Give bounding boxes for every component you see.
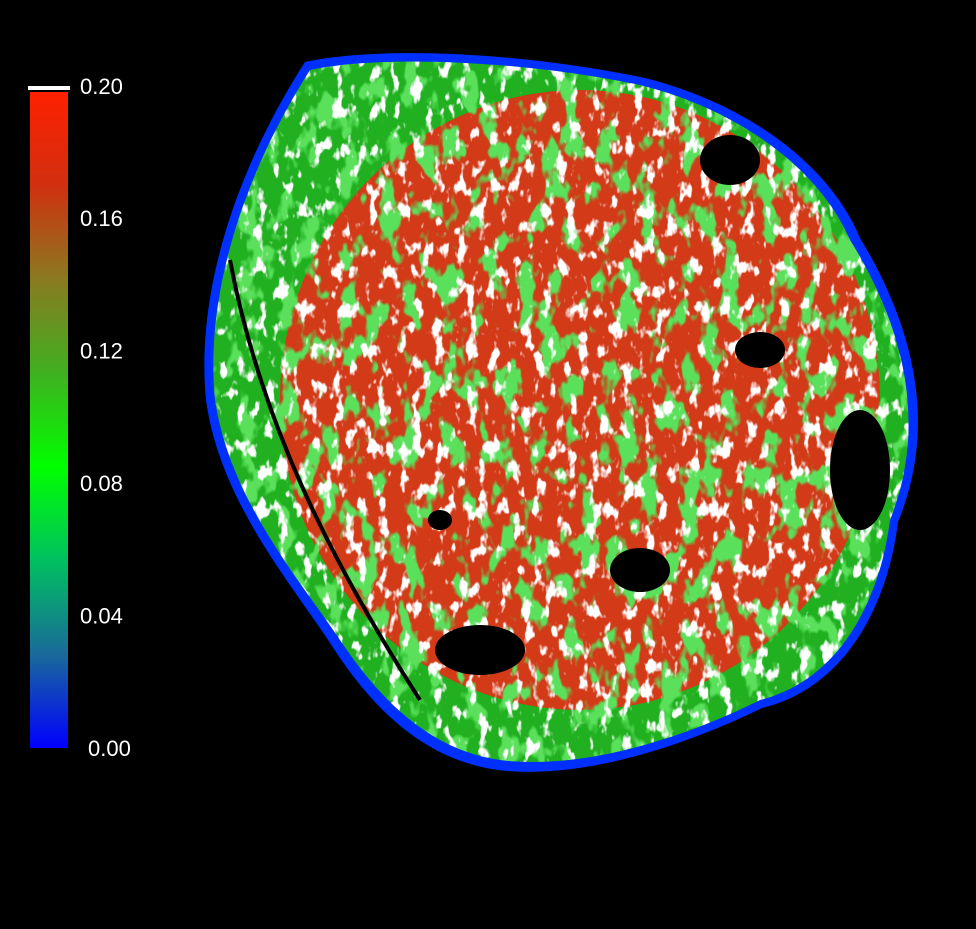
colorbar: 0.20 0.16 0.12 0.08 0.04 0.00 bbox=[28, 74, 131, 761]
colorbar-tick-label: 0.00 bbox=[88, 736, 131, 761]
specimen bbox=[204, 53, 918, 772]
colorbar-tick-label: 0.20 bbox=[80, 74, 123, 99]
colorbar-tick-label: 0.08 bbox=[80, 471, 123, 496]
colorbar-tick-label: 0.12 bbox=[80, 339, 123, 364]
colorbar-gradient bbox=[30, 92, 68, 748]
colorbar-tick-label: 0.16 bbox=[80, 206, 123, 231]
colorbar-tick-label: 0.04 bbox=[80, 603, 123, 628]
